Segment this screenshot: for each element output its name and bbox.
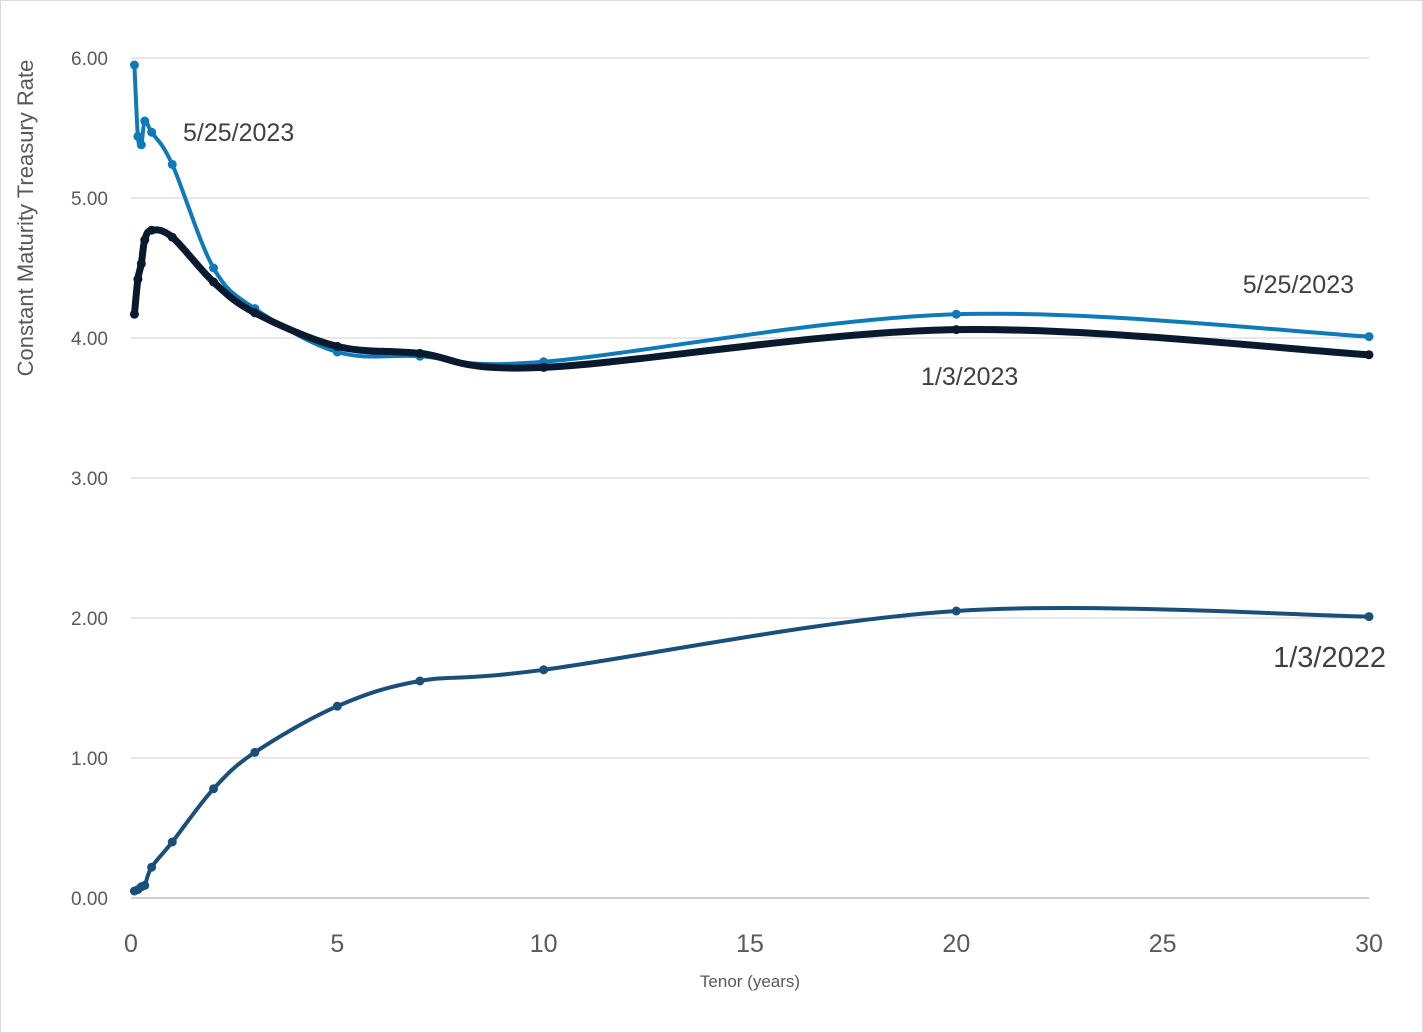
series-annotation: 5/25/2023 xyxy=(1243,271,1354,299)
data-point xyxy=(539,665,549,675)
y-axis-title: Constant Maturity Treasury Rate xyxy=(13,60,38,377)
y-axis-ticks: 0.00 1.00 2.00 3.00 4.00 5.00 6.00 xyxy=(71,49,108,910)
data-point xyxy=(129,60,139,70)
data-point xyxy=(1364,612,1374,622)
gridlines xyxy=(131,57,1369,759)
data-point xyxy=(147,127,157,137)
data-point xyxy=(951,325,961,335)
data-point xyxy=(209,277,219,287)
data-point xyxy=(129,309,139,319)
series-group xyxy=(129,60,1374,896)
data-point xyxy=(167,837,177,847)
data-point xyxy=(250,308,260,318)
data-point xyxy=(539,362,549,372)
data-point xyxy=(332,341,342,351)
x-tick-label: 30 xyxy=(1355,930,1383,958)
data-point xyxy=(167,159,177,169)
x-tick-label: 15 xyxy=(736,930,764,958)
series-1 xyxy=(129,225,1374,372)
data-point xyxy=(1364,350,1374,360)
data-point xyxy=(951,606,961,616)
x-axis-ticks: 0 5 10 15 20 25 30 xyxy=(124,930,1383,958)
y-tick-label: 6.00 xyxy=(71,49,108,70)
series-line xyxy=(132,63,1371,367)
series-2 xyxy=(129,606,1374,896)
x-axis-title: Tenor (years) xyxy=(700,972,800,991)
series-line xyxy=(132,606,1371,893)
data-point xyxy=(332,701,342,711)
data-point xyxy=(250,747,260,757)
x-tick-label: 0 xyxy=(124,930,138,958)
data-point xyxy=(147,862,157,872)
data-point xyxy=(167,232,177,242)
data-point xyxy=(415,348,425,358)
data-point xyxy=(136,259,146,269)
y-tick-label: 0.00 xyxy=(71,889,108,910)
y-tick-label: 3.00 xyxy=(71,469,108,490)
data-point xyxy=(209,263,219,273)
series-annotation: 5/25/2023 xyxy=(183,119,294,147)
series-line xyxy=(130,226,1373,372)
data-point xyxy=(136,140,146,150)
data-point xyxy=(133,274,143,284)
data-point xyxy=(415,676,425,686)
series-annotation: 1/3/2023 xyxy=(921,363,1018,391)
series-annotation: 1/3/2022 xyxy=(1273,642,1386,674)
data-point xyxy=(140,880,150,890)
data-point xyxy=(133,131,143,141)
x-tick-label: 10 xyxy=(530,930,558,958)
y-tick-label: 2.00 xyxy=(71,609,108,630)
y-tick-label: 1.00 xyxy=(71,749,108,770)
data-point xyxy=(951,309,961,319)
data-point xyxy=(209,784,219,794)
series-0 xyxy=(129,60,1374,367)
y-tick-label: 4.00 xyxy=(71,329,108,350)
series-annotations: 5/25/2023 5/25/2023 1/3/2023 1/3/2022 xyxy=(183,119,1386,674)
data-point xyxy=(140,235,150,245)
x-tick-label: 25 xyxy=(1149,930,1177,958)
x-tick-label: 20 xyxy=(942,930,970,958)
data-point xyxy=(1364,332,1374,342)
x-tick-label: 5 xyxy=(330,930,344,958)
data-point xyxy=(140,116,150,126)
data-point xyxy=(147,225,157,235)
y-tick-label: 5.00 xyxy=(71,189,108,210)
